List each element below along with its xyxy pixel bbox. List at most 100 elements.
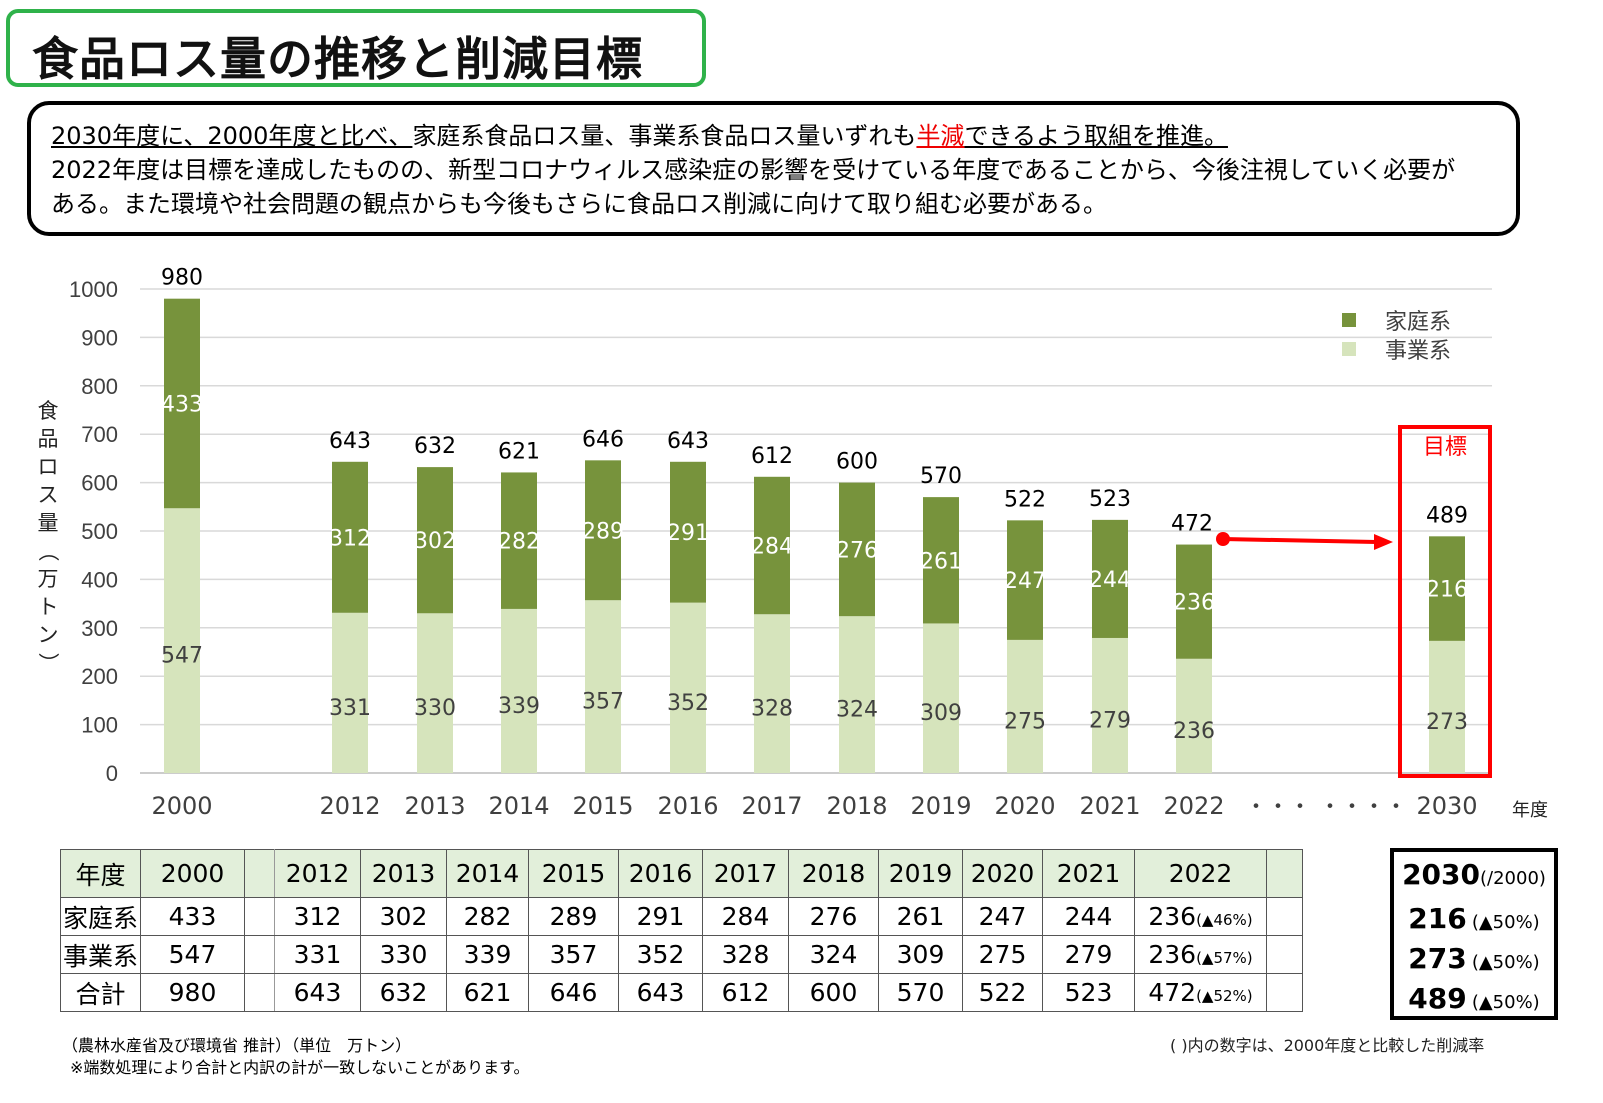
table-cell: 643 — [274, 973, 361, 1012]
table-cell: 643 — [618, 973, 703, 1012]
x-tick-label: 2015 — [572, 792, 633, 820]
target-total-value: 489 — [1408, 982, 1467, 1015]
table-cell: 980 — [140, 973, 245, 1012]
x-tick-label: 2030 — [1416, 792, 1477, 820]
legend-label-business: 事業系 — [1385, 339, 1451, 364]
table-header-year: 2019 — [878, 849, 963, 898]
table-cell: 632 — [360, 973, 447, 1012]
table-gap-cell — [1266, 973, 1303, 1012]
y-tick-label: 500 — [81, 519, 118, 544]
table-cell: 261 — [878, 897, 963, 936]
table-header-label: 年度 — [60, 849, 141, 898]
data-label-business: 339 — [498, 694, 540, 719]
cell-value: 236 — [1148, 940, 1197, 969]
data-label-business: 236 — [1173, 719, 1215, 744]
target-total-pct: (▲50%) — [1471, 992, 1540, 1013]
y-axis-label-char: 食 — [38, 399, 59, 423]
y-tick-label: 0 — [106, 761, 118, 786]
y-tick-label: 100 — [81, 713, 118, 738]
data-label-household: 291 — [667, 521, 709, 546]
table-row-label: 家庭系 — [60, 897, 141, 936]
table-cell: 522 — [962, 973, 1043, 1012]
bar-business — [754, 614, 790, 773]
x-tick-label: 2020 — [994, 792, 1055, 820]
table-cell: 328 — [702, 935, 789, 974]
table-header-year: 2000 — [140, 849, 245, 898]
table-gap-cell — [244, 935, 275, 974]
x-gap-marker: ・・・・ — [1319, 795, 1407, 820]
data-label-business: 309 — [920, 701, 962, 726]
table-row-label: 事業系 — [60, 935, 141, 974]
table-cell: 547 — [140, 935, 245, 974]
target-box — [1398, 425, 1492, 778]
table-cell: 621 — [446, 973, 529, 1012]
data-label-business: 275 — [1004, 709, 1046, 734]
y-axis-label-char: 量 — [38, 511, 59, 535]
table-cell: 600 — [788, 973, 879, 1012]
table-gap-cell — [1266, 935, 1303, 974]
table-cell: 330 — [360, 935, 447, 974]
y-axis-label-char: ト — [38, 595, 59, 619]
table-row: 合計 980 643 632 621 646 643 612 600 570 522 523 472(▲… — [60, 973, 1303, 1012]
legend-swatch-household — [1342, 313, 1356, 327]
data-label-total: 522 — [1004, 487, 1046, 512]
y-tick-label: 600 — [81, 471, 118, 496]
table-cell: 282 — [446, 897, 529, 936]
table-cell: 324 — [788, 935, 879, 974]
x-tick-label: 2016 — [657, 792, 718, 820]
bar-business — [417, 613, 453, 773]
bar-household — [417, 467, 453, 614]
target-total: 489 (▲50%) — [1394, 982, 1554, 1015]
table-cell: 570 — [878, 973, 963, 1012]
cell-pct: (▲52%) — [1196, 987, 1253, 1005]
table-cell: 289 — [528, 897, 619, 936]
table-cell: 275 — [962, 935, 1043, 974]
desc-line1-red: 半減 — [916, 122, 965, 150]
target-2030-box: 2030(/2000) 216 (▲50%) 273 (▲50%) 489 (▲… — [1390, 848, 1558, 1020]
data-label-total: 643 — [329, 429, 371, 454]
x-tick-label: 2019 — [910, 792, 971, 820]
bar-household — [670, 461, 706, 603]
data-label-business: 330 — [414, 696, 456, 721]
title-box: 食品ロス量の推移と削減目標 — [6, 9, 706, 87]
data-label-household: 261 — [920, 549, 962, 574]
table-header-year: 2015 — [528, 849, 619, 898]
ratio-note: ( )内の数字は、2000年度と比較した削減率 — [1170, 1036, 1485, 1055]
y-axis-label-char: ロ — [38, 455, 59, 479]
target-household-pct: (▲50%) — [1471, 912, 1540, 933]
y-axis-label-char: （ — [36, 541, 60, 562]
table-gap-cell — [244, 973, 275, 1012]
x-tick-label: 2013 — [404, 792, 465, 820]
bar-household — [839, 482, 875, 617]
page-title: 食品ロス量の推移と削減目標 — [32, 32, 643, 86]
table-cell: 357 — [528, 935, 619, 974]
data-label-business: 324 — [836, 698, 878, 723]
table-cell: 339 — [446, 935, 529, 974]
table-cell: 612 — [702, 973, 789, 1012]
target-business: 273 (▲50%) — [1394, 942, 1554, 975]
y-axis-label-char: 品 — [38, 427, 59, 451]
data-label-total: 646 — [582, 427, 624, 452]
y-tick-label: 400 — [81, 567, 118, 592]
table-cell-2022: 236(▲46%) — [1134, 897, 1267, 936]
table-cell: 309 — [878, 935, 963, 974]
data-label-household: 276 — [836, 538, 878, 563]
y-tick-label: 300 — [81, 616, 118, 641]
data-label-household: 312 — [329, 526, 371, 551]
cell-pct: (▲46%) — [1196, 911, 1253, 929]
data-label-total: 612 — [751, 444, 793, 469]
bar-business — [501, 608, 537, 773]
x-tick-label: 2000 — [151, 792, 212, 820]
table-header-year: 2018 — [788, 849, 879, 898]
x-tick-label: 2018 — [826, 792, 887, 820]
source-note: （農林水産省及び環境省 推計）（単位 万トン） — [62, 1036, 412, 1055]
data-label-household: 247 — [1004, 569, 1046, 594]
table-gap-cell — [244, 849, 275, 898]
bar-business — [332, 612, 368, 773]
desc-line1-rest: 家庭系食品ロス量、事業系食品ロス量いずれも — [412, 122, 917, 150]
table-row-label: 合計 — [60, 973, 141, 1012]
table-header-year: 2020 — [962, 849, 1043, 898]
data-label-household: 282 — [498, 530, 540, 555]
data-label-household: 433 — [161, 392, 203, 417]
data-label-business: 328 — [751, 697, 793, 722]
